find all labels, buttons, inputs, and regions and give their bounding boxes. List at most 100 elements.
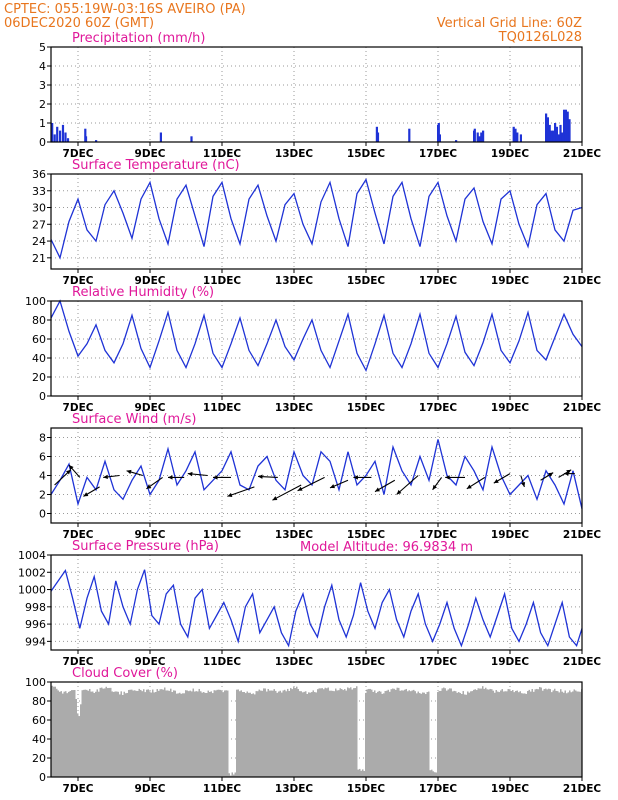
- cloud-column: [264, 688, 266, 777]
- x-tick-label: 19DEC: [491, 275, 530, 287]
- cloud-column: [74, 690, 76, 777]
- cloud-column: [363, 770, 365, 777]
- cloud-column: [320, 688, 322, 777]
- cloud-column: [522, 693, 524, 777]
- precip-bar: [190, 136, 193, 142]
- cloud-column: [170, 688, 172, 777]
- cloud-column: [519, 691, 521, 777]
- y-tick-label: 20: [32, 371, 46, 384]
- cloud-column: [432, 771, 434, 777]
- cloud-column: [404, 689, 406, 777]
- cloud-column: [533, 691, 535, 777]
- wind-arrowhead: [353, 475, 358, 480]
- panel-2: Relative Humidity (%) 0 20 40 60 80 100 7DEC 9DE…: [25, 285, 601, 414]
- wind-arrowhead: [466, 484, 472, 489]
- cloud-column: [132, 690, 134, 777]
- panel-title: Surface Temperature (nC): [72, 158, 240, 173]
- cloud-column: [263, 688, 265, 777]
- cloud-column: [498, 692, 500, 777]
- cloud-column: [215, 690, 217, 777]
- cloud-column: [411, 690, 413, 777]
- cloud-column: [261, 690, 263, 777]
- cloud-column: [191, 691, 193, 777]
- cloud-column: [290, 688, 292, 777]
- cloud-column: [335, 688, 337, 777]
- cloud-column: [542, 690, 544, 777]
- precip-bar: [550, 130, 553, 142]
- cloud-column: [351, 689, 353, 777]
- cloud-column: [143, 689, 145, 777]
- cloud-column: [302, 692, 304, 777]
- x-tick-label: 7DEC: [63, 656, 94, 668]
- cloud-column: [177, 693, 179, 777]
- x-tick-label: 7DEC: [63, 148, 94, 160]
- cloud-column: [267, 688, 269, 777]
- model-altitude: Model Altitude: 96.9834 m: [300, 540, 473, 555]
- cloud-column: [84, 689, 86, 777]
- x-tick-label: 9DEC: [135, 275, 166, 287]
- x-tick-label: 21DEC: [563, 783, 602, 795]
- wind-arrowhead: [432, 484, 438, 490]
- precip-bar: [59, 130, 62, 142]
- cloud-column: [99, 687, 101, 777]
- y-tick-label: 40: [32, 352, 46, 365]
- cloud-column: [108, 687, 110, 777]
- cloud-column: [539, 686, 541, 777]
- cloud-column: [95, 691, 97, 777]
- cloud-column: [243, 691, 245, 777]
- cloud-column: [168, 690, 170, 777]
- cloud-column: [444, 688, 446, 777]
- cloud-column: [414, 691, 416, 777]
- cloud-column: [254, 694, 256, 777]
- cloud-column: [225, 690, 227, 777]
- cloud-column: [324, 687, 326, 777]
- y-tick-label: 36: [32, 168, 46, 181]
- cloud-column: [176, 693, 178, 777]
- cloud-column: [368, 688, 370, 777]
- precip-bar: [514, 128, 517, 142]
- cloud-column: [173, 690, 175, 777]
- cloud-column: [126, 692, 128, 777]
- cloud-column: [356, 686, 358, 777]
- cloud-column: [162, 689, 164, 777]
- cloud-column: [147, 689, 149, 777]
- cloud-column: [509, 689, 511, 777]
- cloud-column: [186, 690, 188, 777]
- cloud-column: [437, 692, 439, 777]
- wind-arrowhead: [272, 496, 278, 501]
- y-tick-label: 8: [39, 432, 46, 445]
- cloud-column: [458, 692, 460, 777]
- cloud-column: [359, 768, 361, 777]
- precip-bar: [438, 134, 441, 142]
- cloud-column: [516, 690, 518, 777]
- cloud-column: [296, 686, 298, 777]
- cloud-column: [252, 693, 254, 777]
- cloud-column: [138, 688, 140, 777]
- cloud-column: [525, 693, 527, 777]
- panel-title: Precipitation (mm/h): [72, 31, 205, 46]
- cloud-column: [527, 691, 529, 777]
- panel-1: Surface Temperature (nC) 21 24 27 30 33 36 7DEC…: [32, 158, 601, 287]
- cloud-column: [531, 688, 533, 777]
- x-tick-label: 13DEC: [275, 529, 314, 541]
- cloud-column: [144, 692, 146, 777]
- cloud-column: [155, 692, 157, 777]
- x-tick-label: 13DEC: [275, 656, 314, 668]
- precip-bar: [557, 134, 560, 142]
- cloud-column: [114, 691, 116, 777]
- cloud-column: [453, 690, 455, 777]
- x-tick-label: 11DEC: [203, 275, 242, 287]
- cloud-column: [470, 691, 472, 777]
- cloud-column: [305, 691, 307, 777]
- header-model-id: TQ0126L028: [498, 30, 582, 45]
- cloud-column: [561, 691, 563, 777]
- header-run: 06DEC2020 60Z (GMT): [4, 16, 154, 31]
- cloud-column: [554, 688, 556, 777]
- panel-title: Surface Pressure (hPa): [72, 539, 219, 554]
- cloud-column: [78, 716, 80, 777]
- precip-bar: [568, 119, 571, 142]
- cloud-column: [447, 689, 449, 777]
- cloud-column: [288, 691, 290, 777]
- cloud-column: [134, 690, 136, 777]
- precip-bar: [376, 132, 380, 142]
